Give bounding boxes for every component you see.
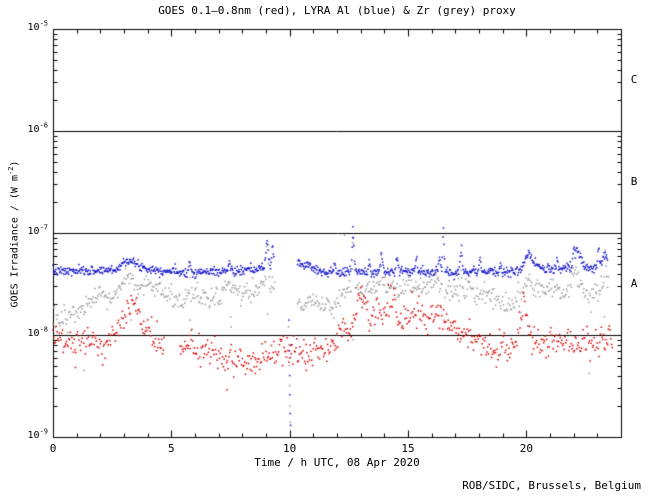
y-tick-label-1e-6: 10-6 — [27, 121, 48, 135]
flare-class-c: C — [630, 73, 638, 86]
credit-text: ROB/SIDC, Brussels, Belgium — [462, 479, 641, 492]
flare-class-a: A — [630, 277, 638, 290]
x-tick-label-10: 10 — [283, 442, 297, 455]
x-tick-label-0: 0 — [49, 442, 57, 455]
flare-class-b: B — [630, 175, 638, 188]
y-axis-label-text: GOES Irradiance / (W m — [9, 175, 21, 308]
y-axis-label-exponent: -2 — [7, 166, 16, 176]
y-tick-label-1e-8: 10-8 — [27, 325, 48, 339]
x-axis-label: Time / h UTC, 08 Apr 2020 — [254, 456, 420, 469]
y-tick-label-1e-7: 10-7 — [27, 223, 48, 237]
y-tick-label-1e-5: 10-5 — [27, 19, 48, 33]
y-tick-label-1e-9: 10-9 — [27, 427, 48, 441]
x-tick-label-5: 5 — [168, 442, 175, 455]
x-tick-label-20: 20 — [519, 442, 533, 455]
y-axis-label-close: ) — [9, 160, 21, 167]
chart-title: GOES 0.1–0.8nm (red), LYRA Al (blue) & Z… — [158, 4, 516, 17]
x-tick-label-15: 15 — [401, 442, 415, 455]
